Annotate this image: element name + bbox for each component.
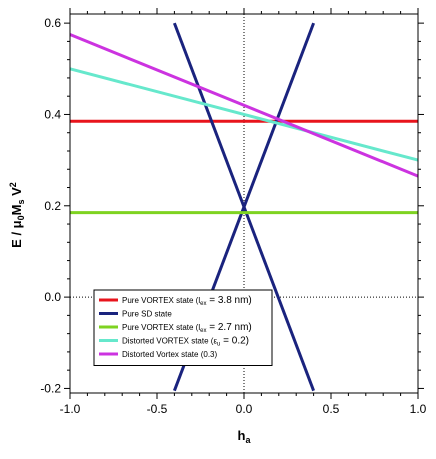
x-tick-label: 0.0: [236, 402, 253, 416]
y-tick-label: 0.2: [44, 199, 61, 213]
series-line-2: [172, 22, 316, 392]
x-tick-label: 0.5: [323, 402, 340, 416]
legend: Pure VORTEX state (lex = 3.8 nm) Pure SD …: [93, 289, 273, 366]
y-tick-label: -0.2: [40, 381, 61, 395]
series-layer: [69, 22, 419, 392]
y-tick-label: 0.0: [44, 290, 61, 304]
legend-label: Pure VORTEX state (lex = 2.7 nm): [122, 322, 252, 334]
x-tick-label: -1.0: [60, 402, 81, 416]
x-tick-label: 1.0: [410, 402, 427, 416]
series-line-4: [69, 67, 419, 162]
x-tick-label: -0.5: [147, 402, 168, 416]
legend-box: [93, 289, 273, 366]
legend-label: Distorted Vortex state (0.3): [122, 350, 217, 359]
legend-label: Pure VORTEX state (lex = 3.8 nm): [122, 295, 252, 307]
y-tick-label: 0.6: [44, 16, 61, 30]
legend-label: Distorted VORTEX state (εu = 0.2): [122, 336, 249, 348]
y-axis-title: E / μ0Ms V2: [8, 182, 26, 248]
series-line-5: [69, 33, 419, 178]
axis-ticks: -1.0 -0.5 0.0 0.5 1.0 -0.2 0.0 0.2 0.4 0.6: [40, 8, 427, 416]
x-axis-title: ha: [238, 428, 252, 445]
legend-label: Pure SD state: [122, 310, 172, 319]
y-tick-label: 0.4: [44, 107, 61, 121]
